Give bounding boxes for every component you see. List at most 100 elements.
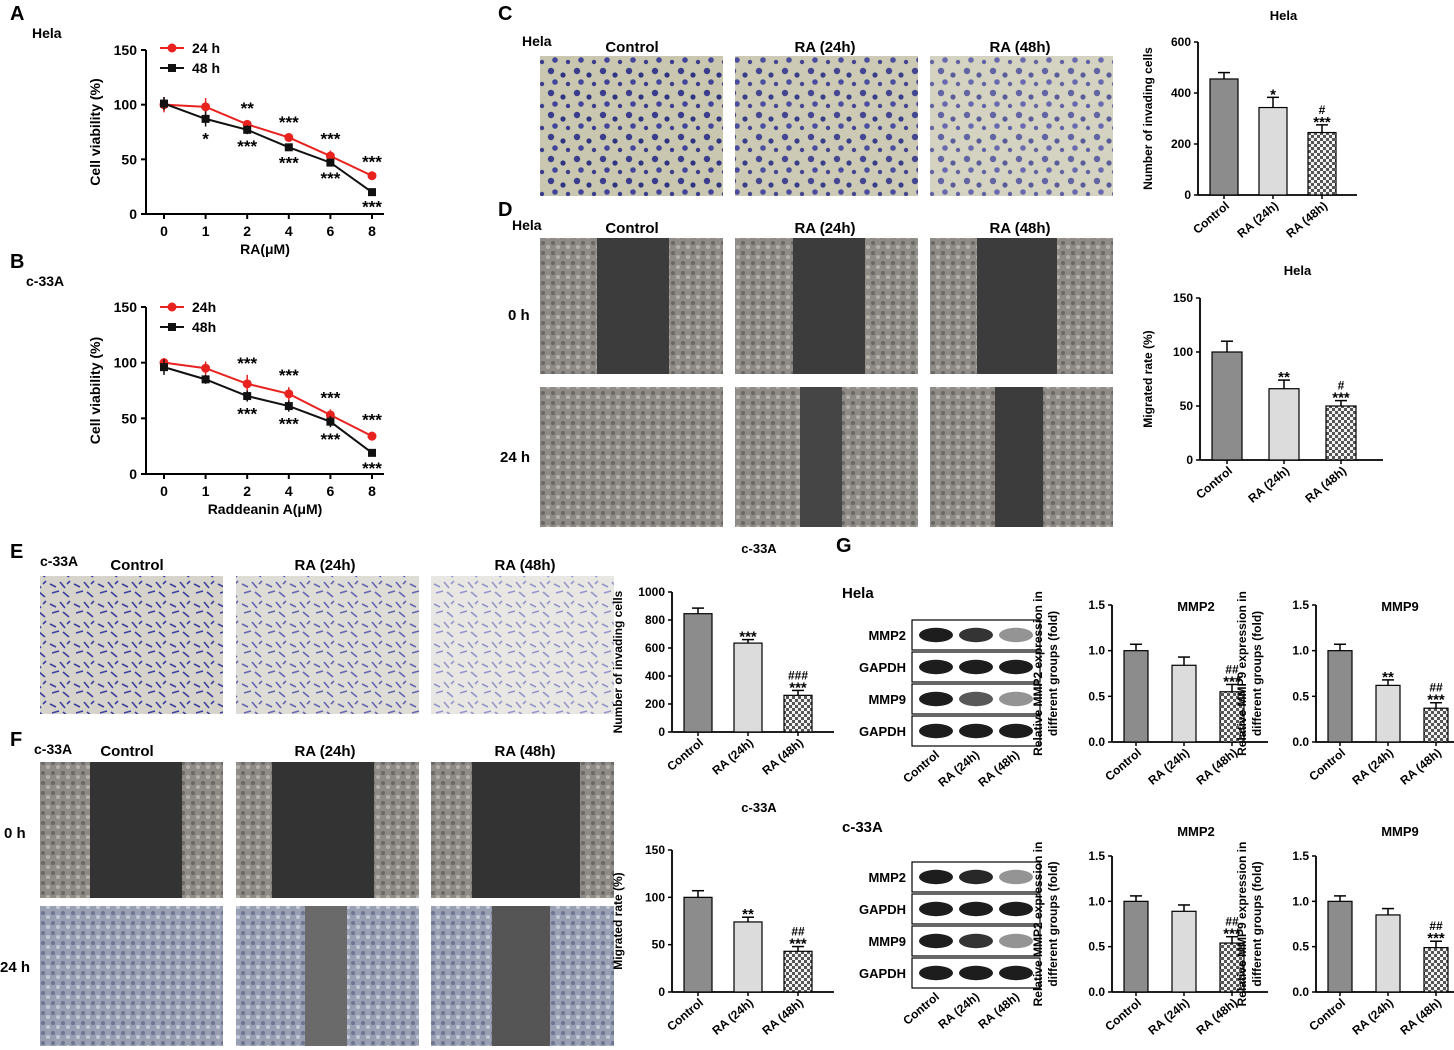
x-tick-label: Control <box>1306 746 1348 784</box>
y-axis-label: Cell viability (%) <box>87 337 103 444</box>
chart-title: c-33A <box>741 541 777 556</box>
y-axis-label: different groups (fold) <box>1250 861 1264 986</box>
micrograph-e-control <box>40 576 223 714</box>
blot-band <box>959 901 993 917</box>
wound-d-ra48-0h <box>930 238 1113 374</box>
wound-f-ra24-0h <box>236 762 419 898</box>
significance-label: *** <box>1427 930 1445 947</box>
y-axis-label: Migrated rate (%) <box>1141 330 1155 427</box>
bar <box>733 642 763 733</box>
panel-f-col-ra48: RA (48h) <box>494 743 555 760</box>
panel-f-cell-label: c-33A <box>34 741 72 757</box>
y-axis-label: Migrated rate (%) <box>611 872 625 969</box>
y-tick-label: 1.0 <box>1088 894 1105 908</box>
data-point <box>367 171 377 181</box>
chart-title: MMP9 <box>1381 599 1419 614</box>
micrograph-c-ra24 <box>735 56 918 196</box>
y-tick-label: 150 <box>114 299 138 315</box>
significance-label: * <box>1270 86 1276 103</box>
y-tick-label: 0 <box>1186 453 1193 467</box>
significance-label: *** <box>320 388 340 407</box>
x-tick-label: RA (48h) <box>1193 746 1239 788</box>
data-point <box>243 125 252 134</box>
data-point <box>201 114 210 123</box>
blot-band <box>919 659 953 675</box>
bar <box>1375 684 1401 743</box>
x-tick-label: 1 <box>202 483 210 499</box>
y-tick-label: 1.0 <box>1292 644 1309 658</box>
data-point <box>367 431 377 441</box>
x-tick-label: 1 <box>202 223 210 239</box>
significance-label: *** <box>362 411 382 430</box>
y-tick-label: 0 <box>658 985 665 999</box>
x-tick-label: Control <box>1102 996 1144 1034</box>
panel-d-col-control: Control <box>605 220 658 237</box>
y-tick-label: 150 <box>114 42 138 58</box>
chart-g-hela-mmp2: 0.0 0.5 1.0 1.5 MMP2 Relative MMP2 expression… <box>1031 591 1268 788</box>
blot-band <box>959 659 993 675</box>
panel-e-col-ra48: RA (48h) <box>494 557 555 574</box>
x-tick-label: 6 <box>327 223 335 239</box>
y-axis-label: Relative MMP9 expression in <box>1235 842 1249 1007</box>
y-tick-label: 600 <box>645 641 665 655</box>
y-axis-label: Relative MMP9 expression in <box>1235 591 1249 756</box>
data-point <box>243 392 252 401</box>
y-tick-label: 1000 <box>638 585 665 599</box>
y-tick-label: 0.0 <box>1088 735 1105 749</box>
significance-label: ## <box>1429 919 1443 933</box>
blot-band <box>919 691 953 707</box>
x-tick-label: RA (24h) <box>1145 746 1191 788</box>
blot-lane-label: RA (24h) <box>935 990 981 1032</box>
chart-title: MMP2 <box>1177 824 1215 839</box>
blot-band <box>919 869 953 885</box>
significance-label: *** <box>739 629 757 646</box>
x-axis-label: RA(μM) <box>240 241 290 257</box>
blot-band <box>959 627 993 643</box>
significance-label: # <box>1338 379 1345 393</box>
x-tick-label: RA (48h) <box>1397 746 1443 788</box>
y-tick-label: 600 <box>1171 35 1191 49</box>
panel-b-cell-label: c-33A <box>26 273 64 289</box>
y-tick-label: 100 <box>645 890 665 904</box>
bar <box>1327 650 1353 743</box>
panel-letter-c: C <box>498 3 512 25</box>
significance-label: *** <box>237 405 257 424</box>
significance-label: *** <box>1223 673 1241 690</box>
wound-f-control-24h <box>40 906 223 1046</box>
panel-d-row-24h: 24 h <box>500 449 530 466</box>
bar <box>1423 707 1449 743</box>
bar <box>1325 405 1357 461</box>
y-tick-label: 0.0 <box>1292 985 1309 999</box>
blot-lane-label: RA (48h) <box>975 990 1021 1032</box>
blot-band <box>959 691 993 707</box>
significance-label: ** <box>742 906 754 923</box>
bar <box>683 613 713 733</box>
blot-row-label: MMP9 <box>868 934 906 949</box>
blot-band <box>919 933 953 949</box>
panel-e-cell-label: c-33A <box>40 553 78 569</box>
panel-letter-d: D <box>498 199 512 221</box>
significance-label: *** <box>320 130 340 149</box>
blot-band <box>999 869 1033 885</box>
x-tick-label: RA (48h) <box>1193 996 1239 1038</box>
y-tick-label: 0.5 <box>1088 940 1105 954</box>
micrograph-e-ra24 <box>236 576 419 714</box>
panel-c-col-ra48: RA (48h) <box>989 39 1050 56</box>
significance-label: ## <box>791 925 805 939</box>
y-tick-label: 1.0 <box>1088 644 1105 658</box>
y-axis-label: Relative MMP2 expression in <box>1031 842 1045 1007</box>
x-tick-label: Control <box>1193 464 1235 502</box>
significance-label: *** <box>1427 692 1445 709</box>
panel-g-cell-hela: Hela <box>842 585 874 602</box>
x-tick-label: RA (24h) <box>1349 996 1395 1038</box>
y-tick-label: 0 <box>1184 188 1191 202</box>
blot-row-label: GAPDH <box>859 966 906 981</box>
legend-marker <box>167 43 177 53</box>
wound-d-ra24-0h <box>735 238 918 374</box>
bar <box>1171 910 1197 993</box>
y-tick-label: 1.5 <box>1088 849 1105 863</box>
data-point <box>201 375 210 384</box>
data-point <box>368 448 376 457</box>
blot-band <box>999 691 1033 707</box>
wound-d-ra48-24h <box>930 387 1113 527</box>
